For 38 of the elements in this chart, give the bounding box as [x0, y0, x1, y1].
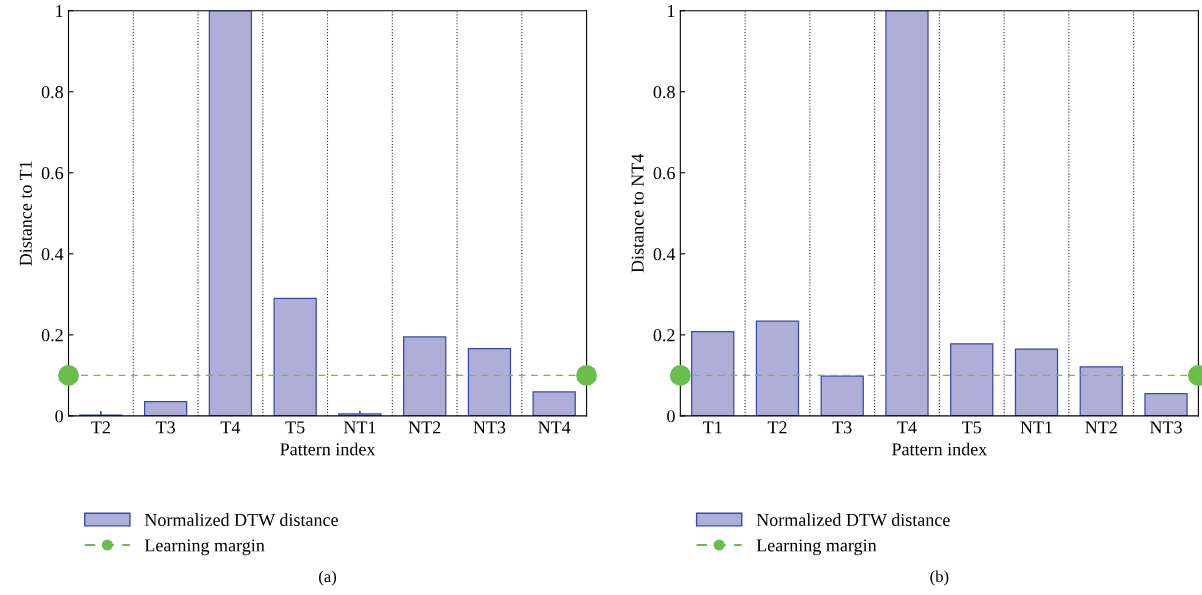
text: (a): [319, 570, 337, 586]
y-tick-label: 0.2: [653, 329, 675, 342]
x-tick-label: T2: [767, 421, 787, 434]
y-tick-label: 0: [667, 410, 675, 423]
text: (b): [930, 570, 949, 586]
legend-label: Learning margin: [144, 539, 265, 556]
x-axis-title: Pattern index: [280, 442, 376, 456]
legend-label: Learning margin: [756, 539, 877, 556]
y-tick-label: 0.6: [653, 167, 675, 180]
x-tick-label: T4: [220, 421, 241, 434]
y-axis-title: Distance to T1: [19, 161, 32, 266]
x-tick-label: T3: [832, 421, 852, 434]
legend-label: Normalized DTW distance: [756, 513, 950, 527]
x-axis-title: Pattern index: [892, 442, 988, 456]
x-tick-label: T3: [155, 421, 175, 434]
y-tick-label: 0.8: [653, 86, 675, 99]
y-tick-label: 0.4: [41, 248, 64, 261]
x-tick-label: NT3: [473, 421, 506, 434]
y-tick-label: 1: [668, 5, 675, 17]
x-tick-label: NT1: [1020, 421, 1052, 434]
y-tick-label: 1: [56, 5, 63, 17]
y-tick-label: 0.2: [41, 329, 63, 342]
y-tick-label: 0.8: [41, 86, 63, 99]
y-axis-title: Distance to NT4: [631, 153, 644, 273]
x-tick-label: NT2: [408, 421, 441, 434]
y-tick-label: 0.4: [653, 248, 676, 261]
x-tick-label: T1: [703, 421, 722, 434]
y-tick-label: 0: [55, 410, 63, 423]
y-tick-label: 0.6: [41, 167, 64, 180]
x-tick-label: T5: [962, 421, 982, 434]
x-tick-label: T5: [285, 421, 305, 434]
x-tick-label: T2: [91, 421, 110, 434]
x-tick-label: NT4: [538, 421, 571, 434]
x-tick-label: NT2: [1085, 421, 1117, 434]
legend-label: Normalized DTW distance: [144, 513, 338, 527]
x-tick-label: NT1: [343, 421, 376, 434]
x-tick-label: T4: [897, 421, 917, 434]
x-tick-label: NT3: [1149, 421, 1182, 434]
